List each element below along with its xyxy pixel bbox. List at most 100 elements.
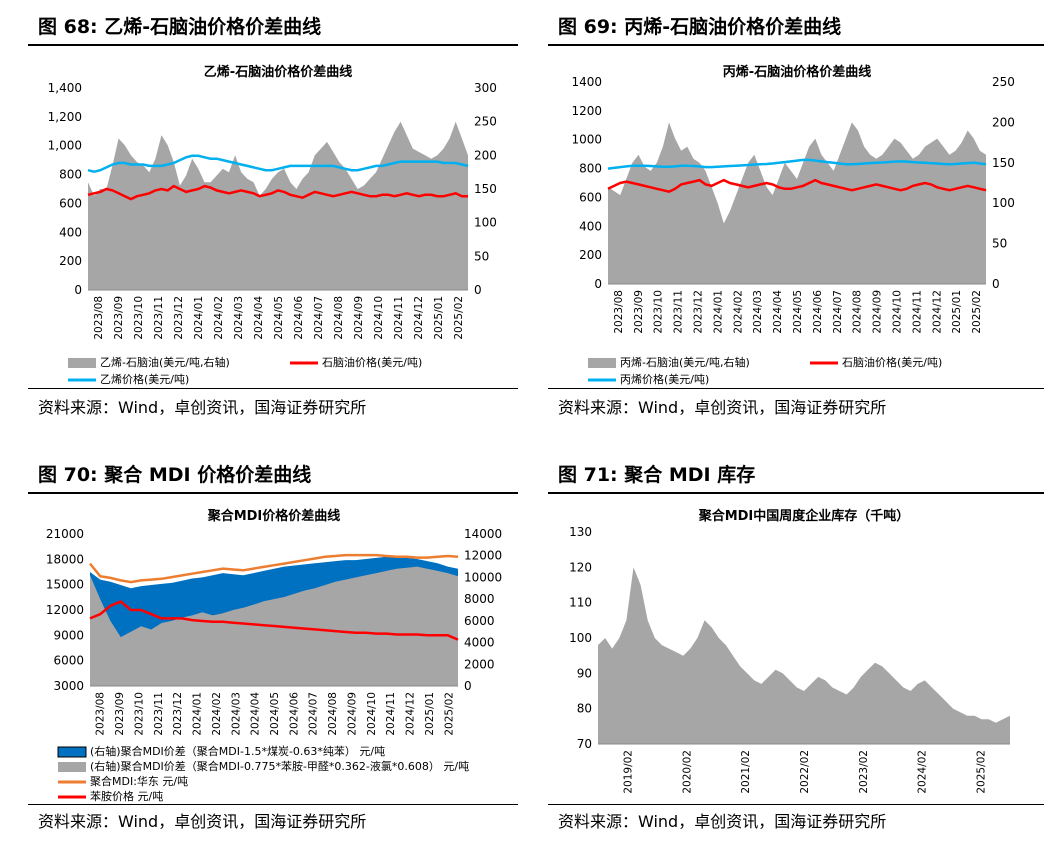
y-left-tick-label: 12000 <box>46 603 84 617</box>
x-tick-label: 2024/07 <box>313 296 325 340</box>
y-right-tick-label: 250 <box>992 75 1015 89</box>
figure-69: 图 69: 丙烯-石脑油价格价差曲线 丙烯-石脑油价格价差曲线 0 200 400 60… <box>548 12 1044 422</box>
x-tick-label: 2024/12 <box>931 290 943 334</box>
x-tick-label: 2024/08 <box>333 296 345 340</box>
x-tick-label: 2023/12 <box>173 296 185 340</box>
x-tick-label: 2025/01 <box>433 296 445 340</box>
chart-mdi-spread: 聚合MDI价格价差曲线 3000 6000 9000 12000 15000 18000 21… <box>46 508 502 803</box>
x-tick-label: 2024/02 <box>211 692 223 736</box>
source-note: 资料来源：Wind，卓创资讯，国海证券研究所 <box>38 398 367 417</box>
y-left-tick-label: 200 <box>59 254 82 268</box>
source-note: 资料来源：Wind，卓创资讯，国海证券研究所 <box>38 812 367 831</box>
figure-68: 图 68: 乙烯-石脑油价格价差曲线 乙烯-石脑油价格价差曲线 0 200 400 60… <box>28 12 518 422</box>
y-right-tick-label: 150 <box>474 182 497 196</box>
figure-title: 图 68: 乙烯-石脑油价格价差曲线 <box>38 16 322 38</box>
bottom-rule <box>28 388 518 389</box>
x-tick-label: 2024/03 <box>752 290 764 334</box>
x-tick-label: 2024/04 <box>250 692 262 736</box>
source-note: 资料来源：Wind，卓创资讯，国海证券研究所 <box>558 812 887 831</box>
series-area <box>88 121 468 290</box>
x-tick-label: 2024/03 <box>233 296 245 340</box>
series-line <box>607 178 987 194</box>
x-tick-label: 2024/06 <box>288 692 300 736</box>
y-left-tick-label: 110 <box>569 596 592 610</box>
y-left-tick-label: 200 <box>579 248 602 262</box>
x-tick-label: 2024/02 <box>732 290 744 334</box>
series-line <box>87 184 468 201</box>
series-line <box>89 553 459 584</box>
y-right-tick-label: 0 <box>992 277 1000 291</box>
y-right-tick-label: 6000 <box>464 614 495 628</box>
chart-title: 聚合MDI价格价差曲线 <box>207 508 341 524</box>
y-left-tick-label: 400 <box>59 225 82 239</box>
x-tick-label: 2024/06 <box>293 296 305 340</box>
y-right-tick-label: 0 <box>464 679 472 693</box>
y-left-tick-label: 3000 <box>53 679 84 693</box>
x-tick-label: 2023/02 <box>858 750 870 794</box>
y-left-tick-label: 800 <box>59 168 82 182</box>
x-tick-label: 2023/10 <box>653 290 665 334</box>
x-tick-label: 2025/02 <box>443 692 455 736</box>
figure-71: 图 71: 聚合 MDI 库存 聚合MDI中国周度企业库存（千吨） 70 80 90 1… <box>548 460 1044 840</box>
legend-swatch <box>58 762 86 772</box>
legend-swatch <box>57 746 87 758</box>
y-right-tick-label: 100 <box>474 216 497 230</box>
x-tick-label: 2024/10 <box>373 296 385 340</box>
series-line <box>607 158 987 170</box>
title-rule <box>28 492 518 494</box>
x-tick-label: 2024/12 <box>413 296 425 340</box>
x-tick-label: 2024/11 <box>911 290 923 334</box>
x-tick-label: 2023/10 <box>133 296 145 340</box>
x-tick-label: 2023/11 <box>153 296 165 340</box>
y-left-tick-label: 21000 <box>46 527 84 541</box>
legend-swatch <box>588 358 616 368</box>
source-note: 资料来源：Wind，卓创资讯，国海证券研究所 <box>558 398 887 417</box>
x-tick-label: 2024/08 <box>327 692 339 736</box>
y-right-tick-label: 12000 <box>464 549 502 563</box>
x-tick-label: 2023/09 <box>113 296 125 340</box>
x-tick-label: 2024/01 <box>193 296 205 340</box>
y-left-tick-label: 1,000 <box>48 139 82 153</box>
y-right-tick-label: 10000 <box>464 570 502 584</box>
x-tick-label: 2024/10 <box>891 290 903 334</box>
x-tick-label: 2024/02 <box>213 296 225 340</box>
y-left-tick-label: 0 <box>74 283 82 297</box>
y-left-tick-label: 0 <box>594 277 602 291</box>
x-tick-label: 2023/09 <box>633 290 645 334</box>
x-tick-label: 2024/09 <box>353 296 365 340</box>
x-tick-label: 2023/10 <box>133 692 145 736</box>
series-area <box>608 122 986 285</box>
x-tick-label: 2024/08 <box>852 290 864 334</box>
x-tick-label: 2024/09 <box>346 692 358 736</box>
x-tick-label: 2019/02 <box>622 750 634 794</box>
y-right-tick-label: 150 <box>992 156 1015 170</box>
chart-title: 丙烯-石脑油价格价差曲线 <box>723 64 871 80</box>
x-tick-label: 2024/06 <box>812 290 824 334</box>
legend-label: 乙烯价格(美元/吨) <box>100 372 189 386</box>
chart-title: 乙烯-石脑油价格价差曲线 <box>204 64 352 80</box>
x-tick-label: 2024/04 <box>253 296 265 340</box>
y-left-tick-label: 80 <box>577 702 592 716</box>
y-left-tick-label: 1000 <box>571 133 602 147</box>
chart-ethylene-naphtha: 乙烯-石脑油价格价差曲线 0 200 400 600 800 1,000 1,200 1,400… <box>48 64 497 386</box>
y-right-tick-label: 50 <box>992 237 1007 251</box>
y-left-tick-label: 120 <box>569 560 592 574</box>
y-left-tick-label: 100 <box>569 631 592 645</box>
bottom-rule <box>28 804 518 805</box>
x-tick-label: 2021/02 <box>740 750 752 794</box>
x-tick-label: 2020/02 <box>681 750 693 794</box>
y-left-tick-label: 600 <box>579 190 602 204</box>
y-left-tick-label: 1200 <box>571 104 602 118</box>
chart-title: 聚合MDI中国周度企业库存（千吨） <box>698 508 910 524</box>
x-tick-label: 2024/02 <box>917 750 929 794</box>
x-tick-label: 2023/09 <box>114 692 126 736</box>
x-tick-label: 2023/12 <box>172 692 184 736</box>
x-tick-label: 2022/02 <box>799 750 811 794</box>
x-tick-label: 2024/10 <box>366 692 378 736</box>
figure-70: 图 70: 聚合 MDI 价格价差曲线 聚合MDI价格价差曲线 3000 6000 9… <box>28 460 518 840</box>
y-left-tick-label: 90 <box>577 666 592 680</box>
legend-label: 丙烯价格(美元/吨) <box>620 372 709 386</box>
legend-label: (右轴)聚合MDI价差（聚合MDI-1.5*煤炭-0.63*纯苯） 元/吨 <box>90 744 385 758</box>
legend-swatch <box>68 358 96 368</box>
x-tick-label: 2025/02 <box>453 296 465 340</box>
